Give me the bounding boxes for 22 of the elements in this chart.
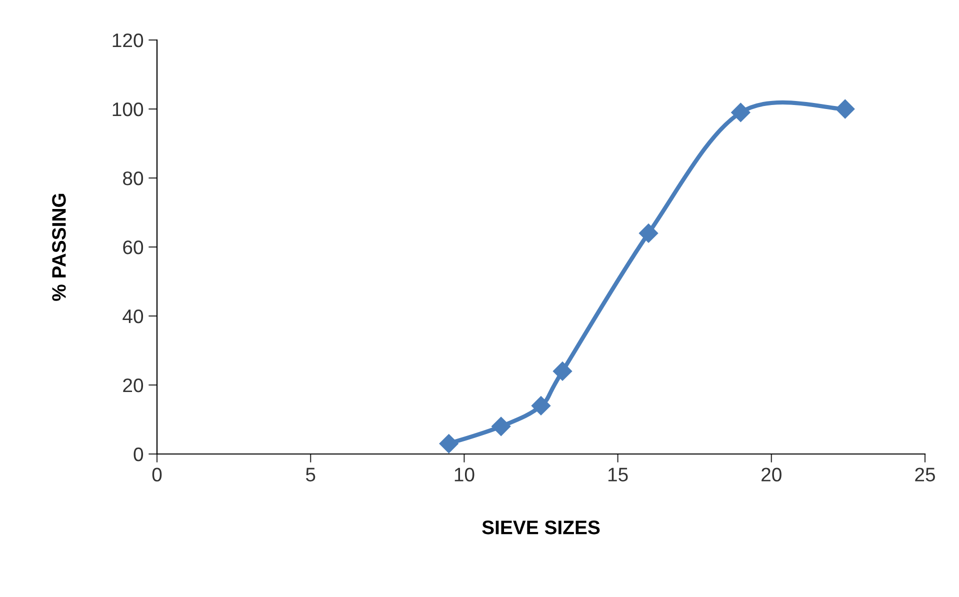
- y-tick-label: 120: [112, 33, 144, 48]
- x-tick-label: 5: [306, 468, 316, 482]
- point: [638, 224, 658, 243]
- y-tick-label: 60: [123, 240, 144, 254]
- y-tick-label: 20: [123, 378, 144, 392]
- y-tick-label: 0: [134, 447, 144, 462]
- y-axis-title: % PASSING: [52, 194, 66, 301]
- point: [492, 416, 511, 436]
- x-tick-label: 20: [762, 468, 782, 482]
- x-tick-label: 10: [454, 468, 474, 482]
- point: [552, 362, 572, 381]
- point: [439, 434, 458, 454]
- y-tick-label: 40: [122, 309, 144, 324]
- point: [731, 102, 750, 122]
- y-tick-label: 80: [123, 171, 144, 186]
- x-tick-label: 25: [915, 468, 935, 482]
- point: [836, 99, 855, 119]
- x-tick-label: 0: [152, 468, 162, 482]
- point: [531, 396, 551, 416]
- y-tick-label: 100: [112, 102, 144, 116]
- x-tick-label: 15: [608, 468, 628, 482]
- x-axis-title: SIEVE SIZES: [482, 520, 600, 534]
